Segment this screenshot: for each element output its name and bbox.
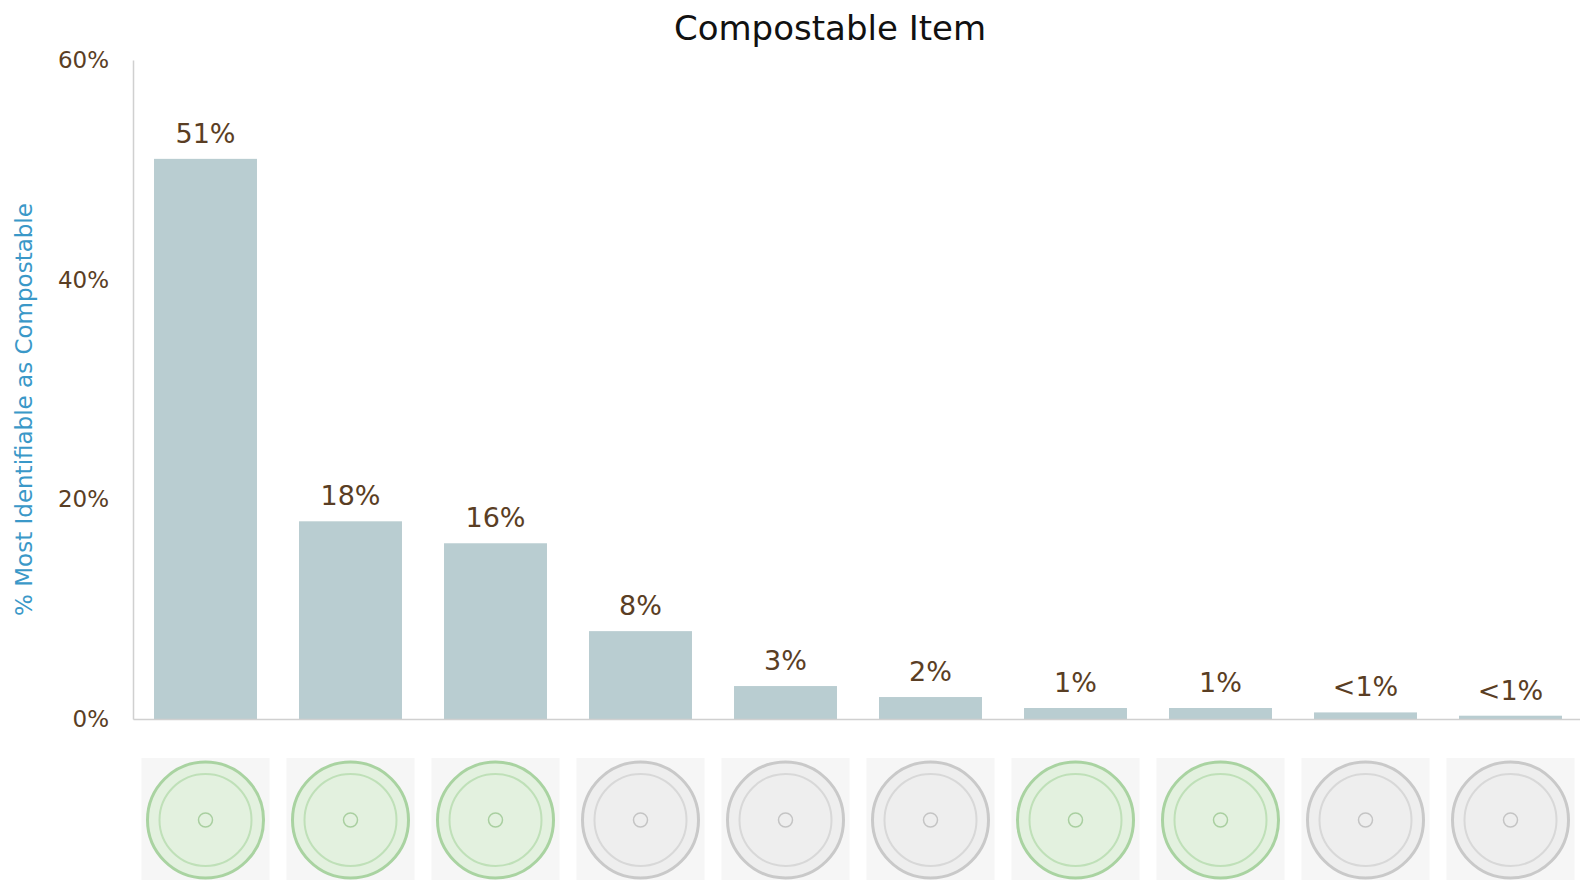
y-axis-line — [133, 61, 135, 720]
bar — [879, 697, 982, 719]
lid-icon — [722, 758, 850, 880]
data-labels: 51% 18% 16% 8% 3% 2% 1% 1% <1% <1% — [175, 118, 1543, 706]
lid-inner — [595, 774, 687, 866]
icon-background — [1012, 758, 1140, 880]
y-tick: 40% — [58, 267, 133, 293]
lid-icon — [1302, 758, 1430, 880]
icon-background — [1447, 758, 1575, 880]
lid-rim — [438, 762, 554, 878]
y-tick: 60% — [58, 47, 133, 73]
lid-center — [1504, 813, 1518, 827]
lid-inner — [885, 774, 977, 866]
lid-rim — [873, 762, 989, 878]
data-label: 2% — [909, 656, 952, 687]
lid-icon — [1447, 758, 1575, 880]
lid-center — [1359, 813, 1373, 827]
lid-center — [1214, 813, 1228, 827]
lid-icon — [287, 758, 415, 880]
lid-inner — [740, 774, 832, 866]
category-icons — [142, 758, 1575, 880]
bar — [1459, 716, 1562, 719]
bar — [299, 521, 402, 719]
data-label: 16% — [465, 502, 525, 533]
y-tick: 20% — [58, 486, 133, 512]
lid-rim — [293, 762, 409, 878]
lid-rim — [1308, 762, 1424, 878]
y-tick: 0% — [73, 706, 134, 732]
bar — [1169, 708, 1272, 719]
lid-rim — [583, 762, 699, 878]
lid-center — [199, 813, 213, 827]
y-tick-label: 20% — [58, 486, 109, 512]
icon-background — [722, 758, 850, 880]
lid-center — [489, 813, 503, 827]
lid-icon — [1012, 758, 1140, 880]
bars — [154, 159, 1562, 719]
y-axis: 0% 20% 40% 60% — [58, 47, 134, 732]
lid-icon — [432, 758, 560, 880]
lid-rim — [148, 762, 264, 878]
bar — [1314, 712, 1417, 719]
bar — [734, 686, 837, 719]
icon-background — [142, 758, 270, 880]
data-label: 1% — [1054, 667, 1097, 698]
lid-icon — [1157, 758, 1285, 880]
icon-background — [1157, 758, 1285, 880]
bar — [154, 159, 257, 719]
icon-background — [287, 758, 415, 880]
data-label: 18% — [320, 480, 380, 511]
x-axis — [134, 719, 1580, 721]
chart: Compostable Item % Most Identifiable as C… — [0, 0, 1580, 887]
bar — [444, 543, 547, 719]
icon-background — [577, 758, 705, 880]
icon-background — [867, 758, 995, 880]
lid-rim — [1453, 762, 1569, 878]
title: Compostable Item — [674, 8, 986, 48]
data-label: 3% — [764, 645, 807, 676]
lid-inner — [1175, 774, 1267, 866]
icon-background — [1302, 758, 1430, 880]
y-tick-label: 60% — [58, 47, 109, 73]
data-label: 8% — [619, 590, 662, 621]
bar — [1024, 708, 1127, 719]
lid-inner — [1030, 774, 1122, 866]
lid-inner — [450, 774, 542, 866]
lid-inner — [1320, 774, 1412, 866]
lid-center — [779, 813, 793, 827]
lid-inner — [1465, 774, 1557, 866]
data-label: 1% — [1199, 667, 1242, 698]
lid-icon — [142, 758, 270, 880]
lid-rim — [1163, 762, 1279, 878]
lid-center — [1069, 813, 1083, 827]
icon-background — [432, 758, 560, 880]
data-label: <1% — [1333, 671, 1398, 702]
lid-center — [344, 813, 358, 827]
lid-rim — [728, 762, 844, 878]
lid-icon — [867, 758, 995, 880]
data-label: 51% — [175, 118, 235, 149]
y-tick-label: 0% — [73, 706, 110, 732]
x-axis-line — [134, 719, 1580, 721]
bar — [589, 631, 692, 719]
lid-center — [924, 813, 938, 827]
lid-center — [634, 813, 648, 827]
y-tick-label: 40% — [58, 267, 109, 293]
y-axis-title: % Most Identifiable as Compostable — [11, 203, 37, 616]
lid-inner — [160, 774, 252, 866]
lid-rim — [1018, 762, 1134, 878]
data-label: <1% — [1478, 675, 1543, 706]
lid-icon — [577, 758, 705, 880]
lid-inner — [305, 774, 397, 866]
